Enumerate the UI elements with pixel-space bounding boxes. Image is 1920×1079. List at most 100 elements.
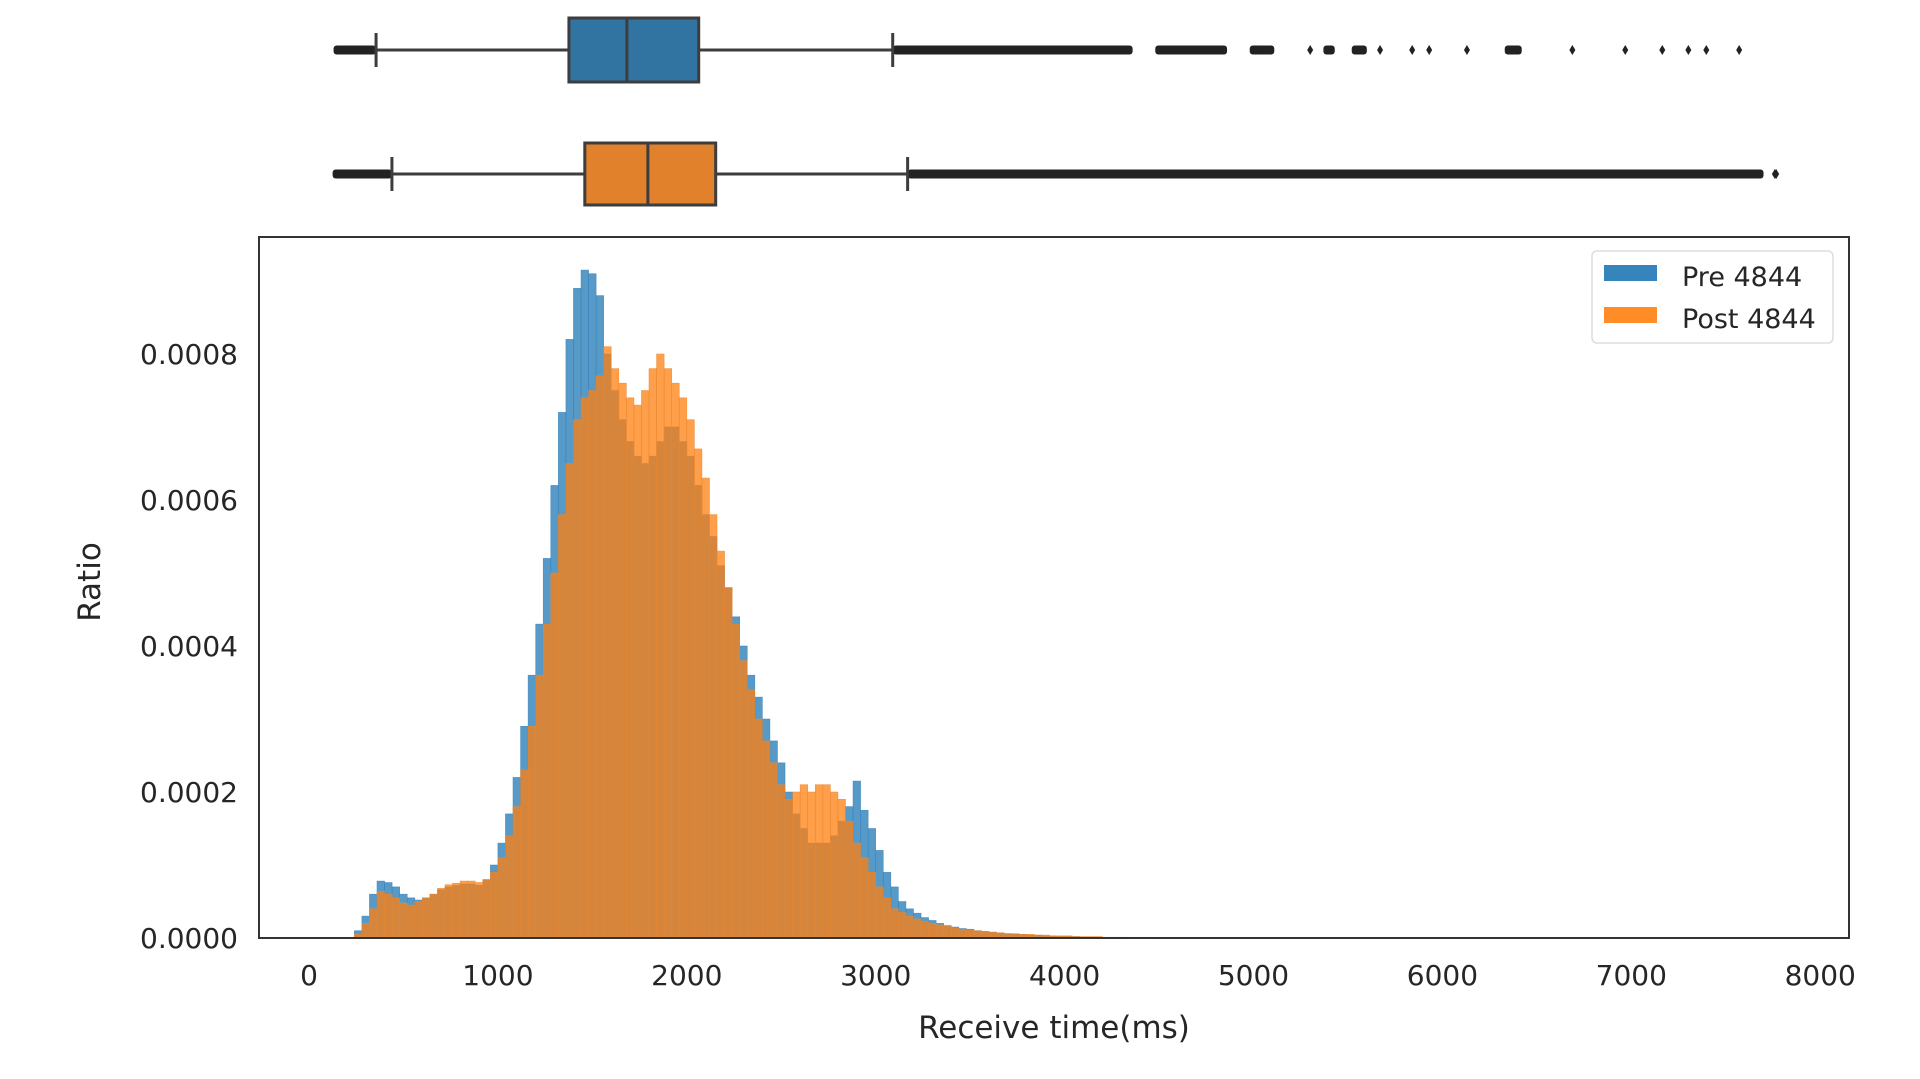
histogram-bar	[406, 904, 416, 939]
outlier-marker-icon	[1773, 169, 1780, 179]
histogram-bar	[671, 382, 680, 939]
histogram-bar	[807, 791, 816, 939]
histogram-bar	[958, 928, 967, 939]
histogram-bar	[784, 798, 793, 939]
legend: Pre 4844 Post 4844	[1591, 250, 1834, 344]
histogram-bar	[777, 784, 786, 939]
histogram-bar	[686, 419, 695, 939]
histogram-bar	[558, 514, 567, 939]
iqr-box	[583, 141, 718, 207]
histogram-bar	[467, 880, 476, 939]
histogram-bar	[830, 791, 839, 939]
histogram-bar	[482, 879, 491, 939]
histogram-bar	[610, 368, 620, 939]
histogram-bar	[399, 902, 408, 939]
boxplot-pre	[333, 16, 1743, 84]
histogram-bar	[641, 390, 650, 939]
histogram-bar	[444, 884, 453, 939]
histogram-bar	[580, 397, 589, 939]
histogram-bar	[746, 689, 756, 939]
histogram-bar	[845, 820, 854, 939]
iqr-box	[567, 16, 701, 84]
histogram-bar	[595, 375, 604, 939]
histogram-bar	[459, 880, 468, 939]
histogram-bar	[384, 893, 393, 939]
histogram-bar	[618, 382, 627, 939]
y-tick-label: 0.0004	[140, 630, 238, 663]
histogram-bar	[429, 893, 438, 939]
histogram-bar	[709, 514, 718, 939]
histogram-bar	[527, 725, 536, 939]
histogram-bar	[792, 791, 801, 939]
histogram-bar	[648, 368, 657, 939]
outlier-marker-icon	[1703, 45, 1710, 55]
y-tick-label: 0.0006	[140, 484, 238, 517]
outlier-marker-icon	[1622, 45, 1629, 55]
legend-swatch-pre-icon	[1604, 265, 1657, 281]
histogram-bar	[663, 368, 672, 939]
histogram-bar	[966, 929, 975, 939]
x-tick-label: 5000	[1218, 959, 1289, 992]
histogram-bar	[731, 623, 741, 939]
histogram-bar	[437, 888, 446, 939]
histogram-bar	[973, 930, 982, 939]
outliers	[332, 169, 1780, 179]
histogram-bar	[512, 806, 521, 939]
outlier-cluster	[1504, 45, 1522, 55]
histogram-bar	[633, 404, 642, 939]
histogram-bar	[520, 769, 529, 939]
histogram-bar	[814, 784, 824, 939]
x-tick-label: 6000	[1407, 959, 1478, 992]
histogram-bar	[505, 835, 514, 939]
outlier-cluster	[333, 45, 377, 55]
outlier-marker-icon	[1685, 45, 1692, 55]
y-tick-label: 0.0002	[140, 776, 238, 809]
x-tick-label: 3000	[840, 959, 911, 992]
histogram-bar	[890, 908, 899, 939]
histogram-bar	[739, 660, 748, 939]
outlier-cluster	[332, 169, 392, 179]
y-axis-ticks: 0.0000 0.0002 0.0004 0.0006 0.0008	[140, 338, 238, 955]
histogram-bar	[542, 623, 552, 939]
histogram-bar	[694, 448, 703, 939]
histogram-bar	[452, 882, 461, 939]
histogram-bar	[626, 397, 635, 939]
x-tick-label: 8000	[1785, 959, 1856, 992]
histogram-bar	[799, 784, 809, 939]
histogram-bar	[769, 762, 778, 939]
histogram-bar	[852, 842, 861, 939]
histogram-bar	[701, 477, 710, 939]
histogram-bar	[361, 923, 370, 939]
histogram-bar	[822, 784, 831, 939]
legend-swatch-post-icon	[1604, 307, 1657, 323]
histogram-bar	[867, 871, 877, 939]
histogram-bar	[837, 798, 846, 939]
outlier-cluster	[892, 45, 1133, 55]
histogram-bar	[376, 890, 385, 939]
histogram-bars-post	[354, 346, 1186, 939]
outlier-marker-icon	[1426, 45, 1433, 55]
histogram-bar	[882, 897, 892, 939]
outlier-marker-icon	[1463, 45, 1470, 55]
outlier-marker-icon	[1659, 45, 1666, 55]
histogram-bar	[905, 915, 914, 939]
boxplot-post	[332, 141, 1780, 207]
y-tick-label: 0.0000	[140, 922, 238, 955]
histogram-bar	[391, 897, 400, 939]
histogram-bar	[414, 901, 423, 939]
histogram-bar	[762, 740, 771, 939]
x-axis-ticks: 0 1000 2000 3000 4000 5000 6000 7000 8000	[300, 959, 1856, 992]
histogram-bar	[716, 550, 725, 939]
histogram-bar	[490, 871, 499, 939]
histogram-bar	[724, 587, 733, 939]
histogram-bar	[920, 920, 929, 939]
boxplots	[332, 16, 1780, 207]
x-axis-label: Receive time(ms)	[918, 1010, 1190, 1046]
histogram-bar	[422, 897, 431, 939]
y-tick-label: 0.0008	[140, 338, 238, 371]
histogram-bar	[898, 912, 907, 939]
outlier-cluster	[1323, 45, 1335, 55]
histogram-bar	[678, 397, 688, 939]
histogram-bar	[754, 718, 763, 939]
